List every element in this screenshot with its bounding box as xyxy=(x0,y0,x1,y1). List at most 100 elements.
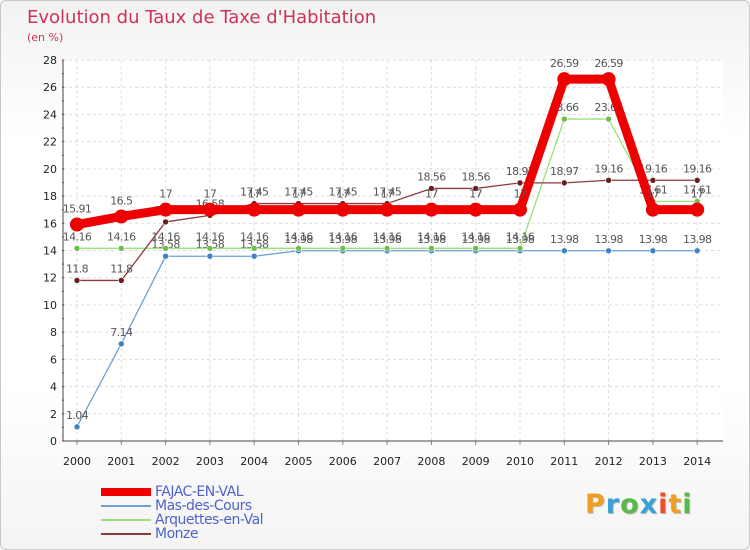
data-label-arquettes-en-val: 14.16 xyxy=(461,230,490,243)
data-label-monze: 19.16 xyxy=(594,162,623,175)
data-label-fajac-en-val: 17 xyxy=(514,188,527,201)
data-label-monze: 17.45 xyxy=(284,186,313,199)
logo-letter: o xyxy=(620,489,640,520)
data-label-fajac-en-val: 15.91 xyxy=(63,203,92,216)
data-point-arquettes-en-val xyxy=(605,115,612,123)
x-tick-label: 2014 xyxy=(683,455,711,468)
y-tick-label: 8 xyxy=(50,326,57,339)
data-point-fajac-en-val xyxy=(645,202,660,217)
data-point-monze xyxy=(605,176,612,184)
data-point-fajac-en-val xyxy=(291,202,306,217)
chart-subtitle: (en %) xyxy=(27,31,64,44)
data-point-fajac-en-val xyxy=(468,202,483,217)
y-tick-label: 26 xyxy=(43,81,57,94)
data-point-arquettes-en-val xyxy=(383,245,391,252)
y-tick-label: 22 xyxy=(43,136,57,149)
data-point-mas-des-cours xyxy=(206,252,214,260)
x-tick-label: 2013 xyxy=(639,455,667,468)
data-point-mas-des-cours xyxy=(162,252,169,260)
data-label-fajac-en-val: 17 xyxy=(292,188,305,201)
legend-label: Monze xyxy=(155,526,198,542)
data-label-mas-des-cours: 7.14 xyxy=(110,326,133,339)
logo-letter: i xyxy=(658,489,669,520)
data-label-mas-des-cours: 13.98 xyxy=(417,233,446,246)
x-tick-label: 2004 xyxy=(240,455,268,468)
proxiti-logo: Proxiti xyxy=(585,489,693,520)
data-point-monze xyxy=(472,185,480,192)
data-label-arquettes-en-val: 17.61 xyxy=(683,183,712,196)
data-point-fajac-en-val xyxy=(335,202,350,217)
data-label-arquettes-en-val: 14.16 xyxy=(329,230,358,243)
data-point-fajac-en-val xyxy=(202,202,217,217)
x-tick-label: 2002 xyxy=(152,455,180,468)
data-label-fajac-en-val: 17 xyxy=(203,188,216,201)
data-point-arquettes-en-val xyxy=(428,245,435,252)
data-point-mas-des-cours xyxy=(693,247,701,255)
data-point-fajac-en-val xyxy=(690,202,705,217)
legend-swatch xyxy=(101,533,151,535)
x-tick-label: 2000 xyxy=(63,455,91,468)
x-tick-label: 2009 xyxy=(462,455,490,468)
data-point-arquettes-en-val xyxy=(206,245,214,252)
data-label-monze: 17.45 xyxy=(373,186,402,199)
y-tick-label: 10 xyxy=(43,299,57,312)
data-point-mas-des-cours xyxy=(649,247,657,255)
data-label-monze: 18.97 xyxy=(550,165,579,178)
data-label-monze: 19.16 xyxy=(683,162,712,175)
data-point-fajac-en-val xyxy=(601,72,616,87)
data-point-arquettes-en-val xyxy=(250,245,258,252)
data-label-fajac-en-val: 17 xyxy=(336,188,349,201)
logo-letter: t xyxy=(668,489,683,520)
data-point-arquettes-en-val xyxy=(339,245,347,252)
data-label-fajac-en-val: 26.59 xyxy=(594,57,623,70)
data-label-monze: 17.45 xyxy=(329,186,358,199)
data-point-arquettes-en-val xyxy=(73,245,81,252)
data-label-monze: 11.8 xyxy=(110,262,133,275)
data-label-mas-des-cours: 13.98 xyxy=(506,233,535,246)
chart-title: Evolution du Taux de Taxe d'Habitation xyxy=(27,7,377,28)
data-label-mas-des-cours: 13.98 xyxy=(594,233,623,246)
x-tick-label: 2006 xyxy=(329,455,357,468)
data-point-fajac-en-val xyxy=(247,202,262,217)
data-label-fajac-en-val: 17 xyxy=(425,188,438,201)
y-tick-label: 28 xyxy=(43,54,57,67)
logo-letter: x xyxy=(639,489,659,520)
y-tick-label: 16 xyxy=(43,217,57,230)
data-point-monze xyxy=(428,185,435,192)
data-point-mas-des-cours xyxy=(118,340,125,348)
data-label-fajac-en-val: 17 xyxy=(248,188,261,201)
x-tick-label: 2011 xyxy=(550,455,578,468)
x-tick-label: 2007 xyxy=(373,455,401,468)
data-label-fajac-en-val: 17 xyxy=(646,188,659,201)
x-tick-label: 2008 xyxy=(417,455,445,468)
legend-swatch xyxy=(101,505,151,507)
data-point-monze xyxy=(560,179,568,187)
data-label-fajac-en-val: 17 xyxy=(469,188,482,201)
y-tick-label: 18 xyxy=(43,190,57,203)
data-label-monze: 17.45 xyxy=(240,186,269,199)
data-label-mas-des-cours: 13.98 xyxy=(683,233,712,246)
x-tick-label: 2012 xyxy=(595,455,623,468)
data-point-arquettes-en-val xyxy=(118,245,125,252)
data-point-mas-des-cours xyxy=(250,252,258,260)
data-point-mas-des-cours xyxy=(560,247,568,255)
data-point-monze xyxy=(516,179,524,187)
data-point-fajac-en-val xyxy=(158,202,173,217)
data-point-monze xyxy=(162,218,169,226)
data-point-monze xyxy=(118,277,125,284)
y-tick-label: 6 xyxy=(50,353,57,366)
x-tick-label: 2001 xyxy=(107,455,135,468)
data-label-arquettes-en-val: 14.16 xyxy=(373,230,402,243)
legend-swatch xyxy=(101,488,151,496)
data-label-fajac-en-val: 17 xyxy=(381,188,394,201)
data-label-arquettes-en-val: 14.16 xyxy=(284,230,313,243)
data-label-arquettes-en-val: 14.16 xyxy=(196,230,225,243)
data-label-arquettes-en-val: 14.16 xyxy=(107,230,136,243)
data-label-monze: 18.56 xyxy=(417,170,446,183)
legend-label: Arquettes-en-Val xyxy=(155,512,264,528)
legend-label: FAJAC-EN-VAL xyxy=(155,484,244,500)
x-tick-label: 2010 xyxy=(506,455,534,468)
data-point-fajac-en-val xyxy=(380,202,395,217)
y-tick-label: 4 xyxy=(50,381,57,394)
data-label-mas-des-cours: 13.98 xyxy=(284,233,313,246)
